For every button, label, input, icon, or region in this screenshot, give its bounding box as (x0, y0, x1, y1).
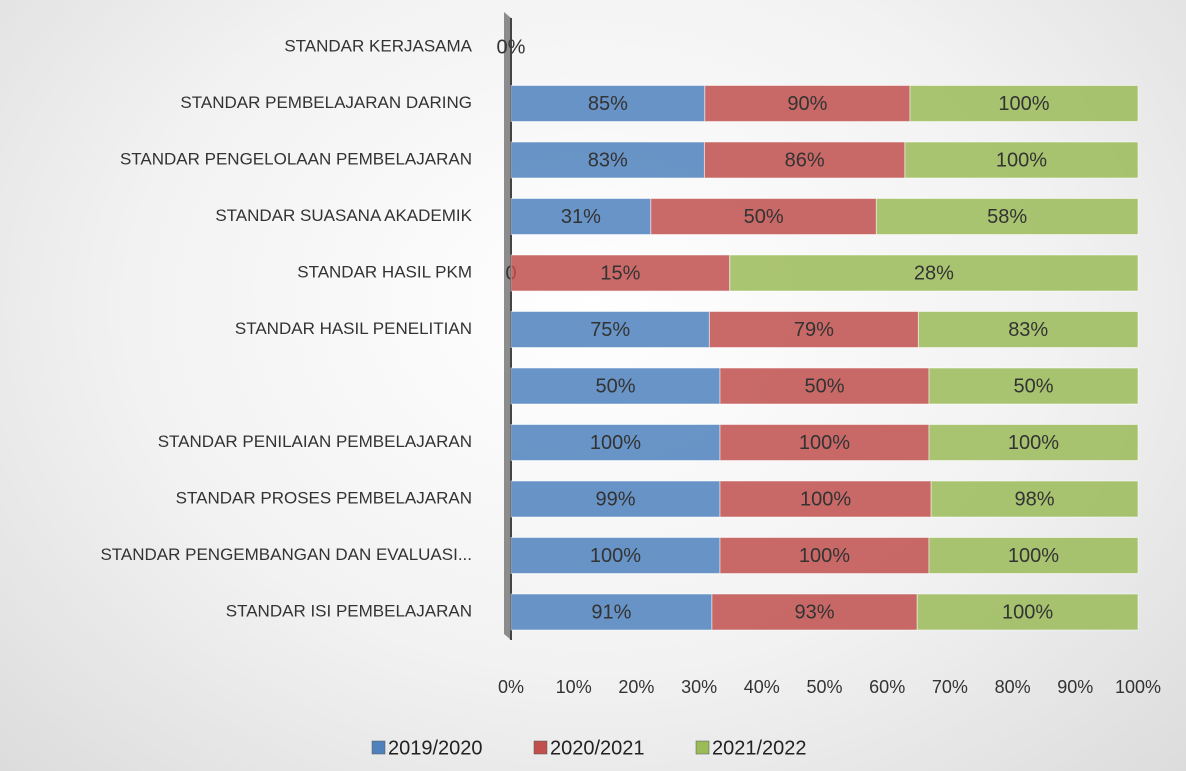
value-label: 100% (998, 93, 1049, 115)
bar-segment (729, 254, 1139, 292)
value-label: 83% (1008, 319, 1048, 341)
bar-segment (708, 311, 919, 348)
x-tick-label: 50% (806, 677, 842, 697)
x-tick-label: 70% (932, 677, 968, 697)
category-label: STANDAR PENGEMBANGAN DAN EVALUASI... (100, 545, 472, 564)
x-tick-label: 90% (1057, 677, 1093, 697)
x-tick-label: 30% (681, 677, 717, 697)
bar-segment (704, 85, 911, 122)
category-label: STANDAR ISI PEMBELAJARAN (226, 601, 472, 620)
value-label: 100% (996, 149, 1047, 171)
category-label: STANDAR KERJASAMA (284, 36, 472, 55)
bar-segment (904, 141, 1139, 179)
x-tick-label: 20% (618, 677, 654, 697)
legend-swatch (533, 740, 548, 755)
value-label: 86% (785, 149, 825, 171)
legend-swatch (371, 740, 386, 755)
x-tick-label: 0% (498, 677, 524, 697)
value-label: 99% (595, 488, 635, 510)
value-label: 15% (600, 262, 640, 284)
bar-segment (928, 367, 1139, 405)
value-label: 100% (590, 545, 641, 567)
bar-segment (510, 198, 652, 235)
bar-segment (650, 198, 877, 235)
x-tick-label: 80% (995, 677, 1031, 697)
bar-segment (917, 311, 1139, 348)
bar-segment (916, 593, 1139, 631)
category-label: STANDAR PENILAIAN PEMBELAJARAN (158, 432, 472, 451)
bar-segment (510, 424, 721, 461)
value-label: 93% (795, 601, 835, 623)
value-label: 75% (590, 319, 630, 341)
value-label: 100% (590, 432, 641, 454)
category-label: STANDAR SUASANA AKADEMIK (215, 206, 472, 225)
value-label: 91% (591, 601, 631, 623)
value-label: 28% (914, 262, 954, 284)
category-label: STANDAR HASIL PENELITIAN (235, 319, 472, 338)
value-label: 98% (1015, 488, 1055, 510)
x-tick-label: 60% (869, 677, 905, 697)
category-label: STANDAR PEMBELAJARAN DARING (180, 93, 472, 112)
bar-segment (928, 424, 1139, 461)
bar-segment (875, 198, 1139, 235)
value-label: 50% (804, 375, 844, 397)
legend-label: 2021/2022 (712, 737, 807, 759)
value-label: 100% (800, 488, 851, 510)
x-tick-label: 100% (1115, 677, 1161, 697)
value-label: 83% (588, 149, 628, 171)
value-label: 100% (799, 432, 850, 454)
category-label: STANDAR PROSES PEMBELAJARAN (176, 488, 472, 507)
value-label: 100% (1008, 432, 1059, 454)
value-label: 85% (588, 93, 628, 115)
value-label: 100% (1008, 545, 1059, 567)
bar-segment (510, 85, 706, 122)
x-tick-label: 40% (744, 677, 780, 697)
value-label: 50% (1013, 375, 1053, 397)
value-label: 100% (1002, 601, 1053, 623)
value-label: 58% (987, 206, 1027, 228)
bar-segment (711, 593, 918, 631)
value-label: 50% (744, 206, 784, 228)
bar-segment (510, 367, 721, 405)
value-label: 90% (787, 93, 827, 115)
legend-swatch (695, 740, 710, 755)
category-label: STANDAR PENGELOLAAN PEMBELAJARAN (120, 149, 472, 168)
axis-wall (504, 12, 511, 640)
bar-segment (930, 480, 1139, 518)
value-label: 31% (561, 206, 601, 228)
x-tick-label: 10% (556, 677, 592, 697)
bar-segment (510, 311, 710, 348)
value-label: 100% (799, 545, 850, 567)
bar-segment (719, 424, 930, 461)
bar-segment (928, 537, 1139, 574)
bar-segment (703, 141, 906, 179)
bar-segment (510, 254, 731, 292)
value-label: 0% (497, 36, 526, 58)
value-label: 79% (794, 319, 834, 341)
bar-segment (719, 367, 930, 405)
category-label: STANDAR HASIL PKM (297, 262, 472, 281)
bar-segment (909, 85, 1139, 122)
legend-label: 2019/2020 (388, 737, 483, 759)
value-label: 50% (595, 375, 635, 397)
legend-label: 2020/2021 (550, 737, 645, 759)
